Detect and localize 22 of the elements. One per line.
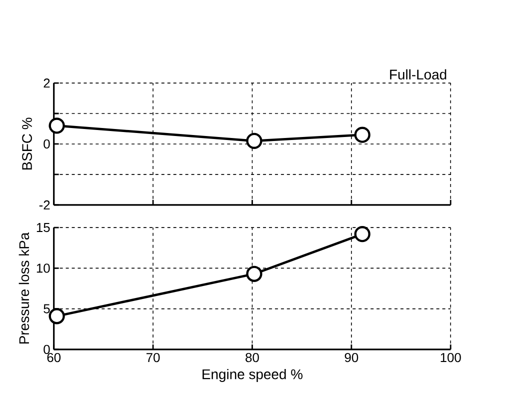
y-tick-label: 2 [44,78,50,88]
point [246,266,262,282]
point [246,132,262,150]
y-tick-label: 10 [36,264,50,273]
y-axis-title: Pressure loss kPa [18,232,30,344]
y-tick-label: 15 [36,223,50,232]
x-tick-label: 60 [47,353,61,362]
y-axis-title: BSFC % [22,118,32,170]
y-tick-label: 0 [44,139,50,149]
x-tick-label: 70 [146,353,160,362]
y-tick-label: 5 [44,304,50,314]
text: Full-Load [390,69,446,80]
x-tick-label: 90 [344,353,358,362]
point [48,308,65,324]
x-tick-label: 80 [246,353,259,362]
y-tick-label: 0 [44,344,50,354]
x-tick-label: 100 [440,353,461,362]
point [48,118,65,134]
y-tick-label: -2 [39,200,50,210]
point [354,126,370,144]
x-axis-title: Engine speed % [202,369,302,382]
point [354,226,370,242]
